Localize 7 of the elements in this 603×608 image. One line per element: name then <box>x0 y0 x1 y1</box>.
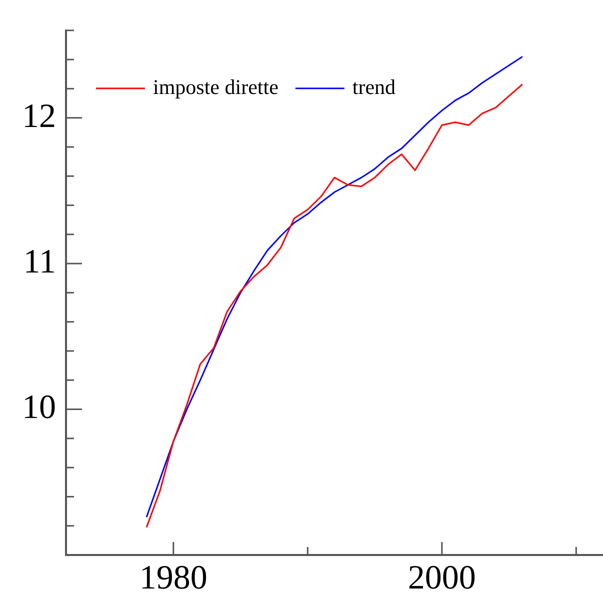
y-tick-label: 11 <box>23 243 56 280</box>
x-tick-label: 2000 <box>408 559 476 596</box>
y-tick-label: 10 <box>22 389 56 426</box>
legend-label: imposte dirette <box>153 74 278 99</box>
y-tick-label: 12 <box>22 98 56 135</box>
x-tick-label: 1980 <box>139 559 208 596</box>
legend-label: trend <box>352 74 396 99</box>
